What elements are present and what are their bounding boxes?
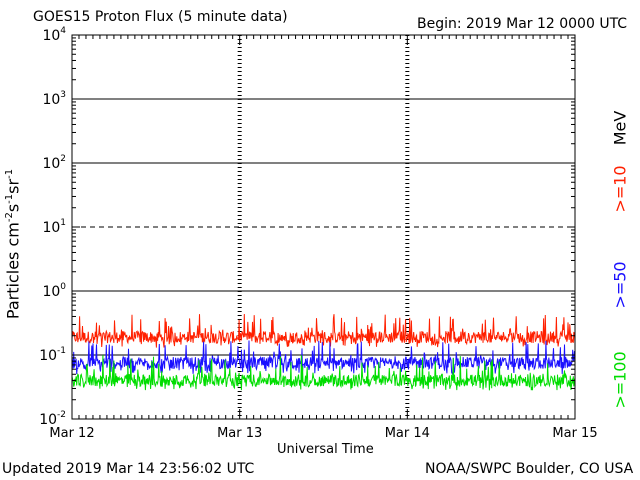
x-tick-label: Mar 12 [49,426,94,441]
begin-time: Begin: 2019 Mar 12 0000 UTC [417,16,628,32]
credit: NOAA/SWPC Boulder, CO USA [425,461,634,477]
y-tick-label: 104 [42,26,66,44]
y-axis-label: Particles cm-2s-1sr-1 [3,168,23,320]
series-line-0 [71,313,576,348]
y-tick-label: 10-1 [39,346,66,364]
series-layer [71,313,576,391]
updated-timestamp: Updated 2019 Mar 14 23:56:02 UTC [2,461,255,477]
tick-labels: 10-2 10-1 100 101 102 103 104 Mar 12 Mar 13 Mar 1… [39,26,597,441]
x-tick-label: Mar 14 [385,426,430,441]
legend-item-10mev: >=10 [610,165,630,213]
legend-item-50mev: >=50 [610,261,630,309]
series-line-2 [71,355,576,391]
y-tick-label: 103 [42,90,66,108]
x-tick-label: Mar 15 [552,426,597,441]
grid-lines [72,35,575,419]
chart-title: GOES15 Proton Flux (5 minute data) [33,9,288,25]
x-tick-label: Mar 13 [217,426,262,441]
legend-item-100mev: >=100 [610,351,630,409]
plot-frame [71,34,576,420]
y-tick-label: 101 [42,218,66,236]
y-tick-label: 100 [42,282,66,300]
legend-unit: MeV [610,110,630,146]
y-tick-label: 102 [42,154,66,172]
x-axis-label: Universal Time [277,442,374,457]
y-tick-label: 10-2 [39,410,66,428]
